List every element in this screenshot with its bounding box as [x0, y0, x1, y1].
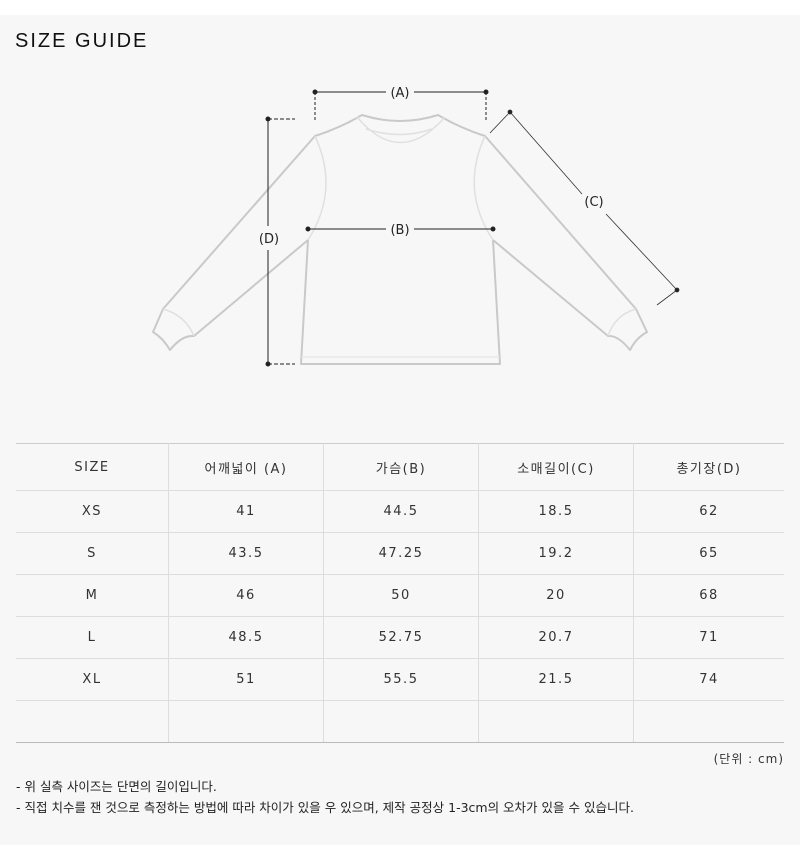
- header-chest: 가슴(B): [323, 443, 479, 491]
- table-row: L 48.5 52.75 20.7 71: [16, 616, 784, 659]
- cell: [168, 700, 324, 743]
- garment-diagram: (A) (B) (C) (D): [152, 86, 680, 367]
- measure-b: [305, 226, 496, 232]
- cell: 51: [168, 658, 324, 701]
- cell: M: [16, 574, 169, 617]
- cell: 43.5: [168, 532, 324, 575]
- sweatshirt-outline: [152, 114, 648, 365]
- table-header-row: SIZE 어깨넓이 (A) 가슴(B) 소매길이(C) 총기장(D): [16, 443, 784, 491]
- cell: 46: [168, 574, 324, 617]
- cell: [633, 700, 784, 743]
- cell: [323, 700, 479, 743]
- cell: 52.75: [323, 616, 479, 659]
- note-2: - 직접 치수를 잰 것으로 측정하는 방법에 따라 차이가 있을 우 있으며,…: [16, 800, 634, 815]
- table-row: S 43.5 47.25 19.2 65: [16, 532, 784, 575]
- cell: 50: [323, 574, 479, 617]
- page-title: SIZE GUIDE: [15, 30, 149, 52]
- label-c: (C): [584, 195, 603, 210]
- cell: 65: [633, 532, 784, 575]
- cell: 18.5: [478, 490, 634, 533]
- measure-d: [265, 116, 295, 367]
- cell: L: [16, 616, 169, 659]
- label-a: (A): [390, 86, 409, 101]
- cell: 47.25: [323, 532, 479, 575]
- cell: 21.5: [478, 658, 634, 701]
- header-length: 총기장(D): [633, 443, 784, 491]
- label-b: (B): [390, 223, 409, 238]
- cell: 71: [633, 616, 784, 659]
- unit-label: (단위 : cm): [713, 752, 784, 766]
- note-1: - 위 실측 사이즈는 단면의 길이입니다.: [16, 779, 217, 794]
- top-strip: [0, 0, 800, 15]
- cell: 68: [633, 574, 784, 617]
- cell: 74: [633, 658, 784, 701]
- cell: [478, 700, 634, 743]
- cell: 41: [168, 490, 324, 533]
- measure-a: [312, 89, 489, 120]
- table-row-empty: [16, 700, 784, 743]
- header-shoulder: 어깨넓이 (A): [168, 443, 324, 491]
- size-table: SIZE 어깨넓이 (A) 가슴(B) 소매길이(C) 총기장(D) XS 41 4…: [16, 443, 784, 743]
- cell: 62: [633, 490, 784, 533]
- cell: XL: [16, 658, 169, 701]
- cell: 20.7: [478, 616, 634, 659]
- cell: 44.5: [323, 490, 479, 533]
- cell: 20: [478, 574, 634, 617]
- cell: 55.5: [323, 658, 479, 701]
- table-row: XL 51 55.5 21.5 74: [16, 658, 784, 701]
- label-d: (D): [259, 232, 279, 247]
- table-row: XS 41 44.5 18.5 62: [16, 490, 784, 533]
- header-sleeve: 소매길이(C): [478, 443, 634, 491]
- header-size: SIZE: [16, 443, 169, 491]
- measure-c: [489, 109, 680, 306]
- table-row: M 46 50 20 68: [16, 574, 784, 617]
- cell: XS: [16, 490, 169, 533]
- cell: S: [16, 532, 169, 575]
- cell: 19.2: [478, 532, 634, 575]
- cell: [16, 700, 169, 743]
- cell: 48.5: [168, 616, 324, 659]
